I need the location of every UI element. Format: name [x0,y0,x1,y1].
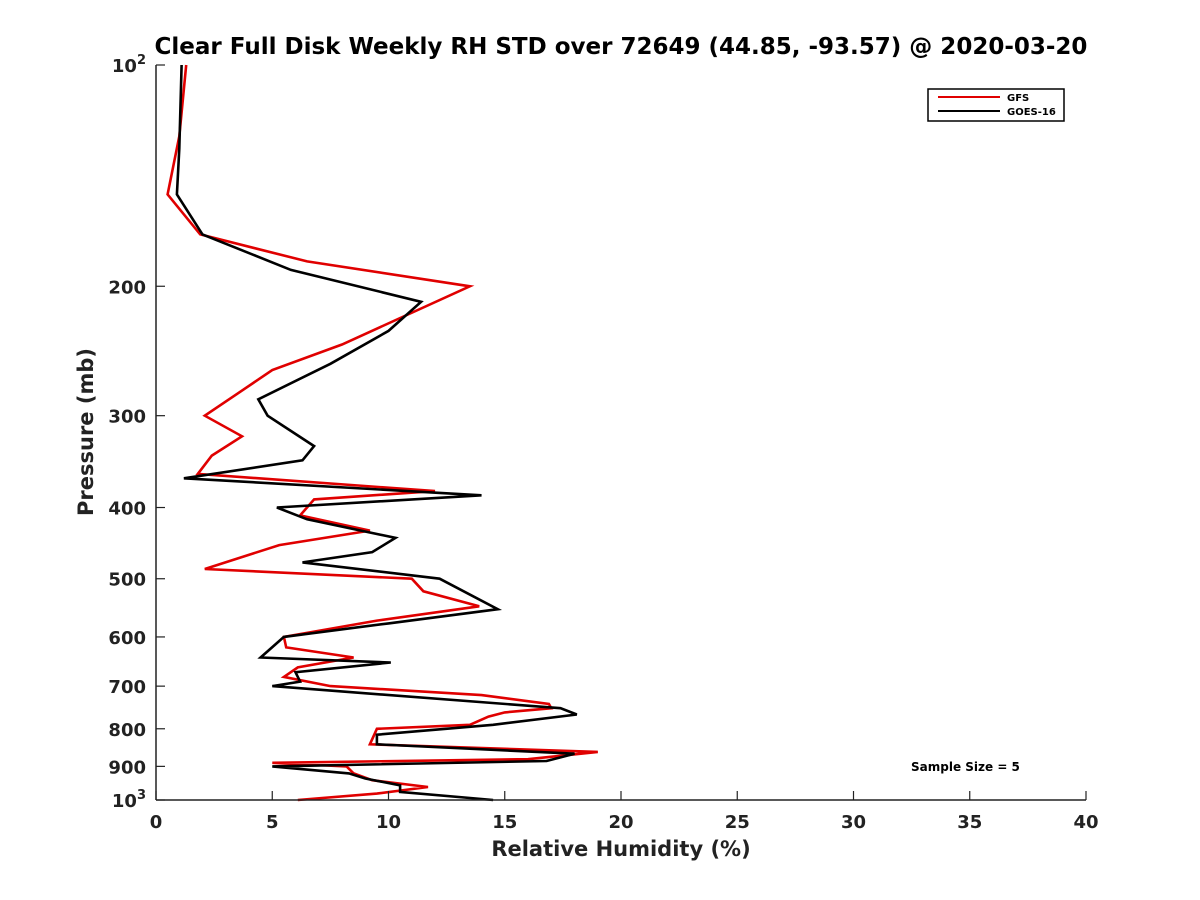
plot-area: 0 5 10 15 20 25 30 35 40 102 200 300 400 500 600 700 80… [108,53,1098,833]
x-tick-label: 20 [608,812,633,833]
series-line-gfs [166,64,598,802]
y-ticks: 102 200 300 400 500 600 700 800 900 103 [108,53,165,812]
series-line-goes16 [175,64,578,802]
x-tick-label: 10 [376,812,401,833]
legend-label-goes16: GOES-16 [1007,107,1056,118]
y-tick-label: 400 [108,499,146,520]
x-tick-label: 25 [725,812,750,833]
chart-title: Clear Full Disk Weekly RH STD over 72649… [155,34,1088,60]
y-tick-label: 102 [112,53,146,77]
x-tick-label: 35 [957,812,982,833]
legend-box [927,88,1065,122]
x-tick-label: 30 [841,812,866,833]
sample-size-annotation: Sample Size = 5 [911,760,1020,774]
y-tick-label: 300 [108,407,146,428]
x-tick-label: 40 [1073,812,1098,833]
series-layer [166,64,598,802]
y-tick-label: 103 [112,788,146,812]
x-ticks: 0 5 10 15 20 25 30 35 40 [150,791,1099,833]
y-tick-label: 600 [108,628,146,649]
x-axis-label: Relative Humidity (%) [491,837,750,861]
x-tick-label: 15 [492,812,517,833]
y-tick-label: 200 [108,277,146,298]
x-tick-label: 0 [150,812,163,833]
x-tick-label: 5 [266,812,279,833]
legend: GFS GOES-16 [927,88,1065,122]
legend-label-gfs: GFS [1007,93,1029,104]
y-tick-label: 500 [108,570,146,591]
y-axis-label: Pressure (mb) [74,348,98,516]
y-tick-label: 700 [108,677,146,698]
y-tick-label: 800 [108,720,146,741]
y-tick-label: 900 [108,757,146,778]
